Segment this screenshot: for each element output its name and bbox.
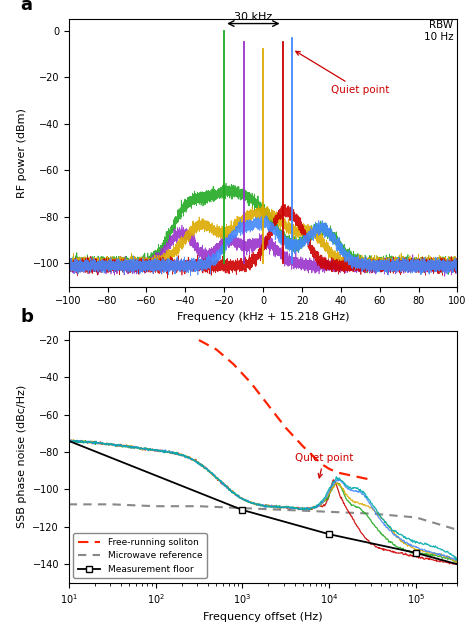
Text: a: a xyxy=(20,0,32,13)
X-axis label: Frequency (kHz + 15.218 GHz): Frequency (kHz + 15.218 GHz) xyxy=(177,312,349,322)
Text: Quiet point: Quiet point xyxy=(295,454,353,478)
Text: b: b xyxy=(20,307,33,326)
X-axis label: Frequency offset (Hz): Frequency offset (Hz) xyxy=(203,612,323,622)
Y-axis label: SSB phase noise (dBc/Hz): SSB phase noise (dBc/Hz) xyxy=(17,385,27,529)
Legend: Free-running soliton, Microwave reference, Measurement floor: Free-running soliton, Microwave referenc… xyxy=(73,533,207,578)
Text: RBW
10 Hz: RBW 10 Hz xyxy=(424,20,454,42)
Text: Quiet point: Quiet point xyxy=(296,51,390,95)
Text: 30 kHz: 30 kHz xyxy=(234,12,273,21)
Y-axis label: RF power (dBm): RF power (dBm) xyxy=(17,108,27,198)
